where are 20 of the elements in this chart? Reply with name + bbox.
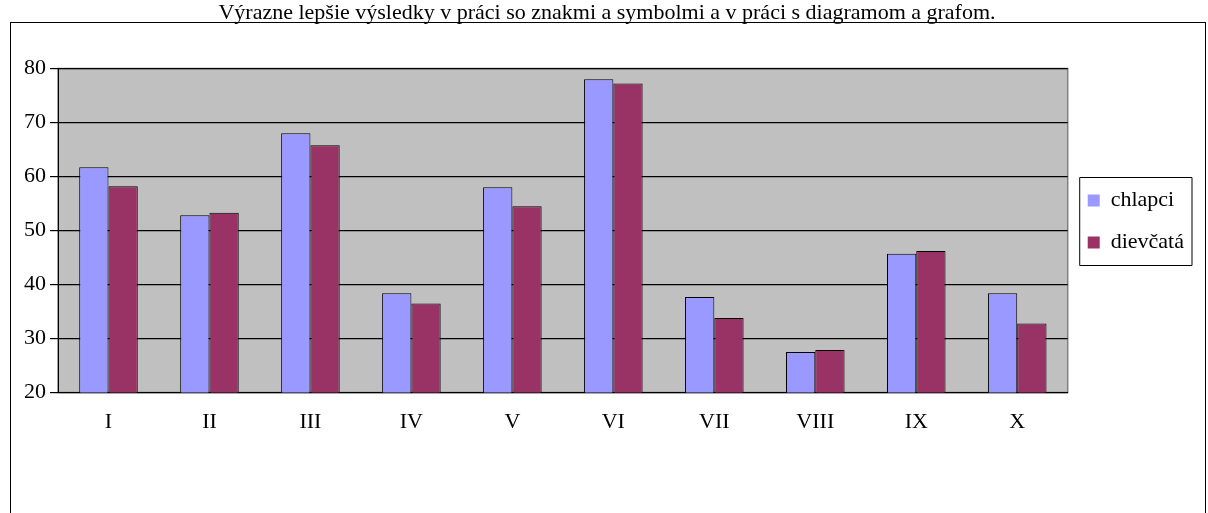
y-tick-label: 40 — [24, 270, 46, 296]
y-tick-label: 80 — [24, 54, 46, 80]
legend-label: dievčatá — [1110, 228, 1185, 254]
x-tick-label: VIII — [796, 407, 835, 433]
y-tick-label: 70 — [24, 108, 46, 134]
legend-label: chlapci — [1110, 186, 1175, 212]
x-tick-label: III — [299, 407, 322, 433]
x-tick-label: V — [504, 407, 521, 433]
x-tick-label: IX — [904, 407, 928, 433]
y-tick-label: 60 — [24, 162, 46, 188]
x-tick-label: X — [1009, 407, 1026, 433]
y-tick-label: 30 — [24, 324, 46, 350]
chart-title: Výrazne lepšie výsledky v práci so znakmi a symbolmi a v práci s diagramom a grafom. — [218, 0, 996, 24]
y-tick-label: 50 — [24, 216, 46, 242]
x-tick-label: VI — [601, 407, 625, 433]
y-tick-label: 20 — [24, 378, 46, 404]
x-tick-label: IV — [399, 407, 424, 433]
x-tick-label: VII — [699, 407, 730, 433]
x-tick-label: I — [104, 407, 113, 433]
x-tick-label: II — [202, 407, 217, 433]
